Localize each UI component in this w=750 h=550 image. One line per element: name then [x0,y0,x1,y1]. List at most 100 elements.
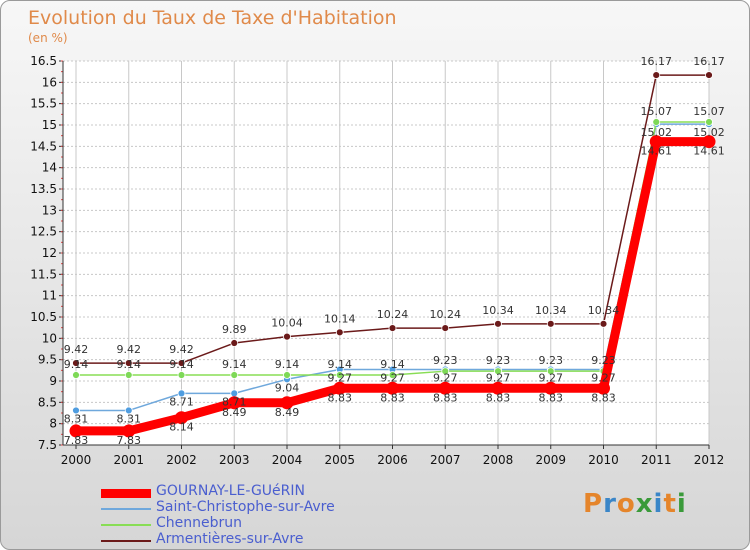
data-point [652,118,661,126]
y-tick-label: 11 [42,289,57,303]
data-point [491,381,505,395]
data-label: 9.89 [222,323,247,336]
x-tick-label: 2002 [166,453,197,467]
data-point [124,371,133,379]
x-tick-label: 2012 [694,453,725,467]
y-tick-label: 9.5 [38,353,57,367]
logo-letter: P [583,489,604,519]
y-tick-label: 16.5 [30,54,57,68]
data-label: 15.07 [693,105,725,118]
y-tick-label: 15 [42,118,57,132]
data-label: 9.23 [486,354,511,367]
y-tick-label: 10 [42,331,57,345]
x-tick-label: 2006 [377,453,408,467]
data-label: 9.42 [117,343,142,356]
logo-letter: r [603,489,617,519]
y-tick-label: 15.5 [30,97,57,111]
data-label: 9.27 [328,371,353,384]
data-label: 9.14 [64,358,89,371]
data-point [227,396,241,410]
data-label: 8.49 [222,406,247,419]
chart-title: Evolution du Taux de Taxe d'Habitation [28,7,397,29]
y-tick-label: 7.5 [38,438,57,452]
data-label: 10.34 [535,304,567,317]
legend-swatch [101,488,151,498]
logo-letter: x [635,489,654,519]
data-point [124,359,133,367]
data-label: 16.17 [693,55,725,68]
data-label: 8.14 [169,421,194,434]
data-point [388,324,397,332]
data-label: 8.83 [591,391,616,404]
y-tick-label: 13.5 [30,182,57,196]
legend-label: GOURNAY-LE-GUéRIN [156,483,305,499]
data-label: 9.42 [64,343,89,356]
data-label: 8.83 [380,391,405,404]
data-point [386,381,399,395]
x-tick-label: 2000 [61,453,92,467]
y-tick-label: 8.5 [38,395,57,409]
data-point [599,319,608,328]
data-label: 9.27 [433,371,458,384]
y-tick-label: 8 [49,417,57,431]
data-point [72,406,80,415]
data-point [705,118,713,126]
data-label: 9.14 [222,358,247,371]
data-label: 8.31 [117,412,142,425]
y-tick-label: 16 [42,75,57,89]
data-label: 9.27 [486,371,511,384]
data-point [69,424,83,438]
data-point [441,367,450,376]
proxiti-logo: Proxiti [583,489,687,519]
data-label: 10.34 [482,304,514,317]
y-tick-label: 13 [42,203,57,217]
data-label: 8.71 [169,395,194,408]
data-label: 9.27 [591,371,616,384]
data-point [177,359,186,367]
data-point [335,371,344,379]
data-label: 9.27 [539,371,564,384]
data-label: 10.24 [430,308,462,321]
logo-letter: i [653,489,664,519]
data-label: 8.31 [64,412,89,425]
data-label: 9.23 [539,354,564,367]
data-point [441,324,450,332]
y-tick-label: 9 [49,374,57,388]
x-tick-label: 2010 [588,453,619,467]
data-label: 14.61 [693,145,725,158]
data-point [705,71,713,79]
data-label: 15.07 [641,105,673,118]
data-point [122,424,136,438]
data-label: 8.83 [433,391,458,404]
data-label: 16.17 [641,55,673,68]
y-tick-label: 12.5 [30,225,57,239]
data-label: 8.83 [328,391,353,404]
data-point [230,371,239,379]
data-point [544,381,558,395]
data-label: 9.14 [117,358,142,371]
data-point [438,381,452,395]
legend-swatch [101,524,151,526]
data-point [283,371,291,379]
data-point [280,396,294,410]
y-tick-label: 14.5 [30,139,57,153]
x-tick-label: 2003 [219,453,250,467]
data-point [494,367,502,376]
data-label: 15.02 [641,126,673,139]
data-point [649,135,663,149]
legend-label: Saint-Christophe-sur-Avre [156,499,335,515]
data-label: 9.14 [328,358,353,371]
chart-subtitle: (en %) [28,31,68,45]
x-tick-label: 2009 [535,453,566,467]
data-point [177,389,186,398]
x-tick-label: 2008 [483,453,514,467]
data-point [175,411,188,425]
data-label: 10.14 [324,312,356,325]
data-label: 9.23 [433,354,458,367]
data-label: 9.14 [380,358,405,371]
data-label: 15.02 [693,126,725,139]
data-point [335,328,344,337]
data-label: 9.04 [275,381,300,394]
data-label: 8.71 [222,395,247,408]
data-point [72,359,80,367]
